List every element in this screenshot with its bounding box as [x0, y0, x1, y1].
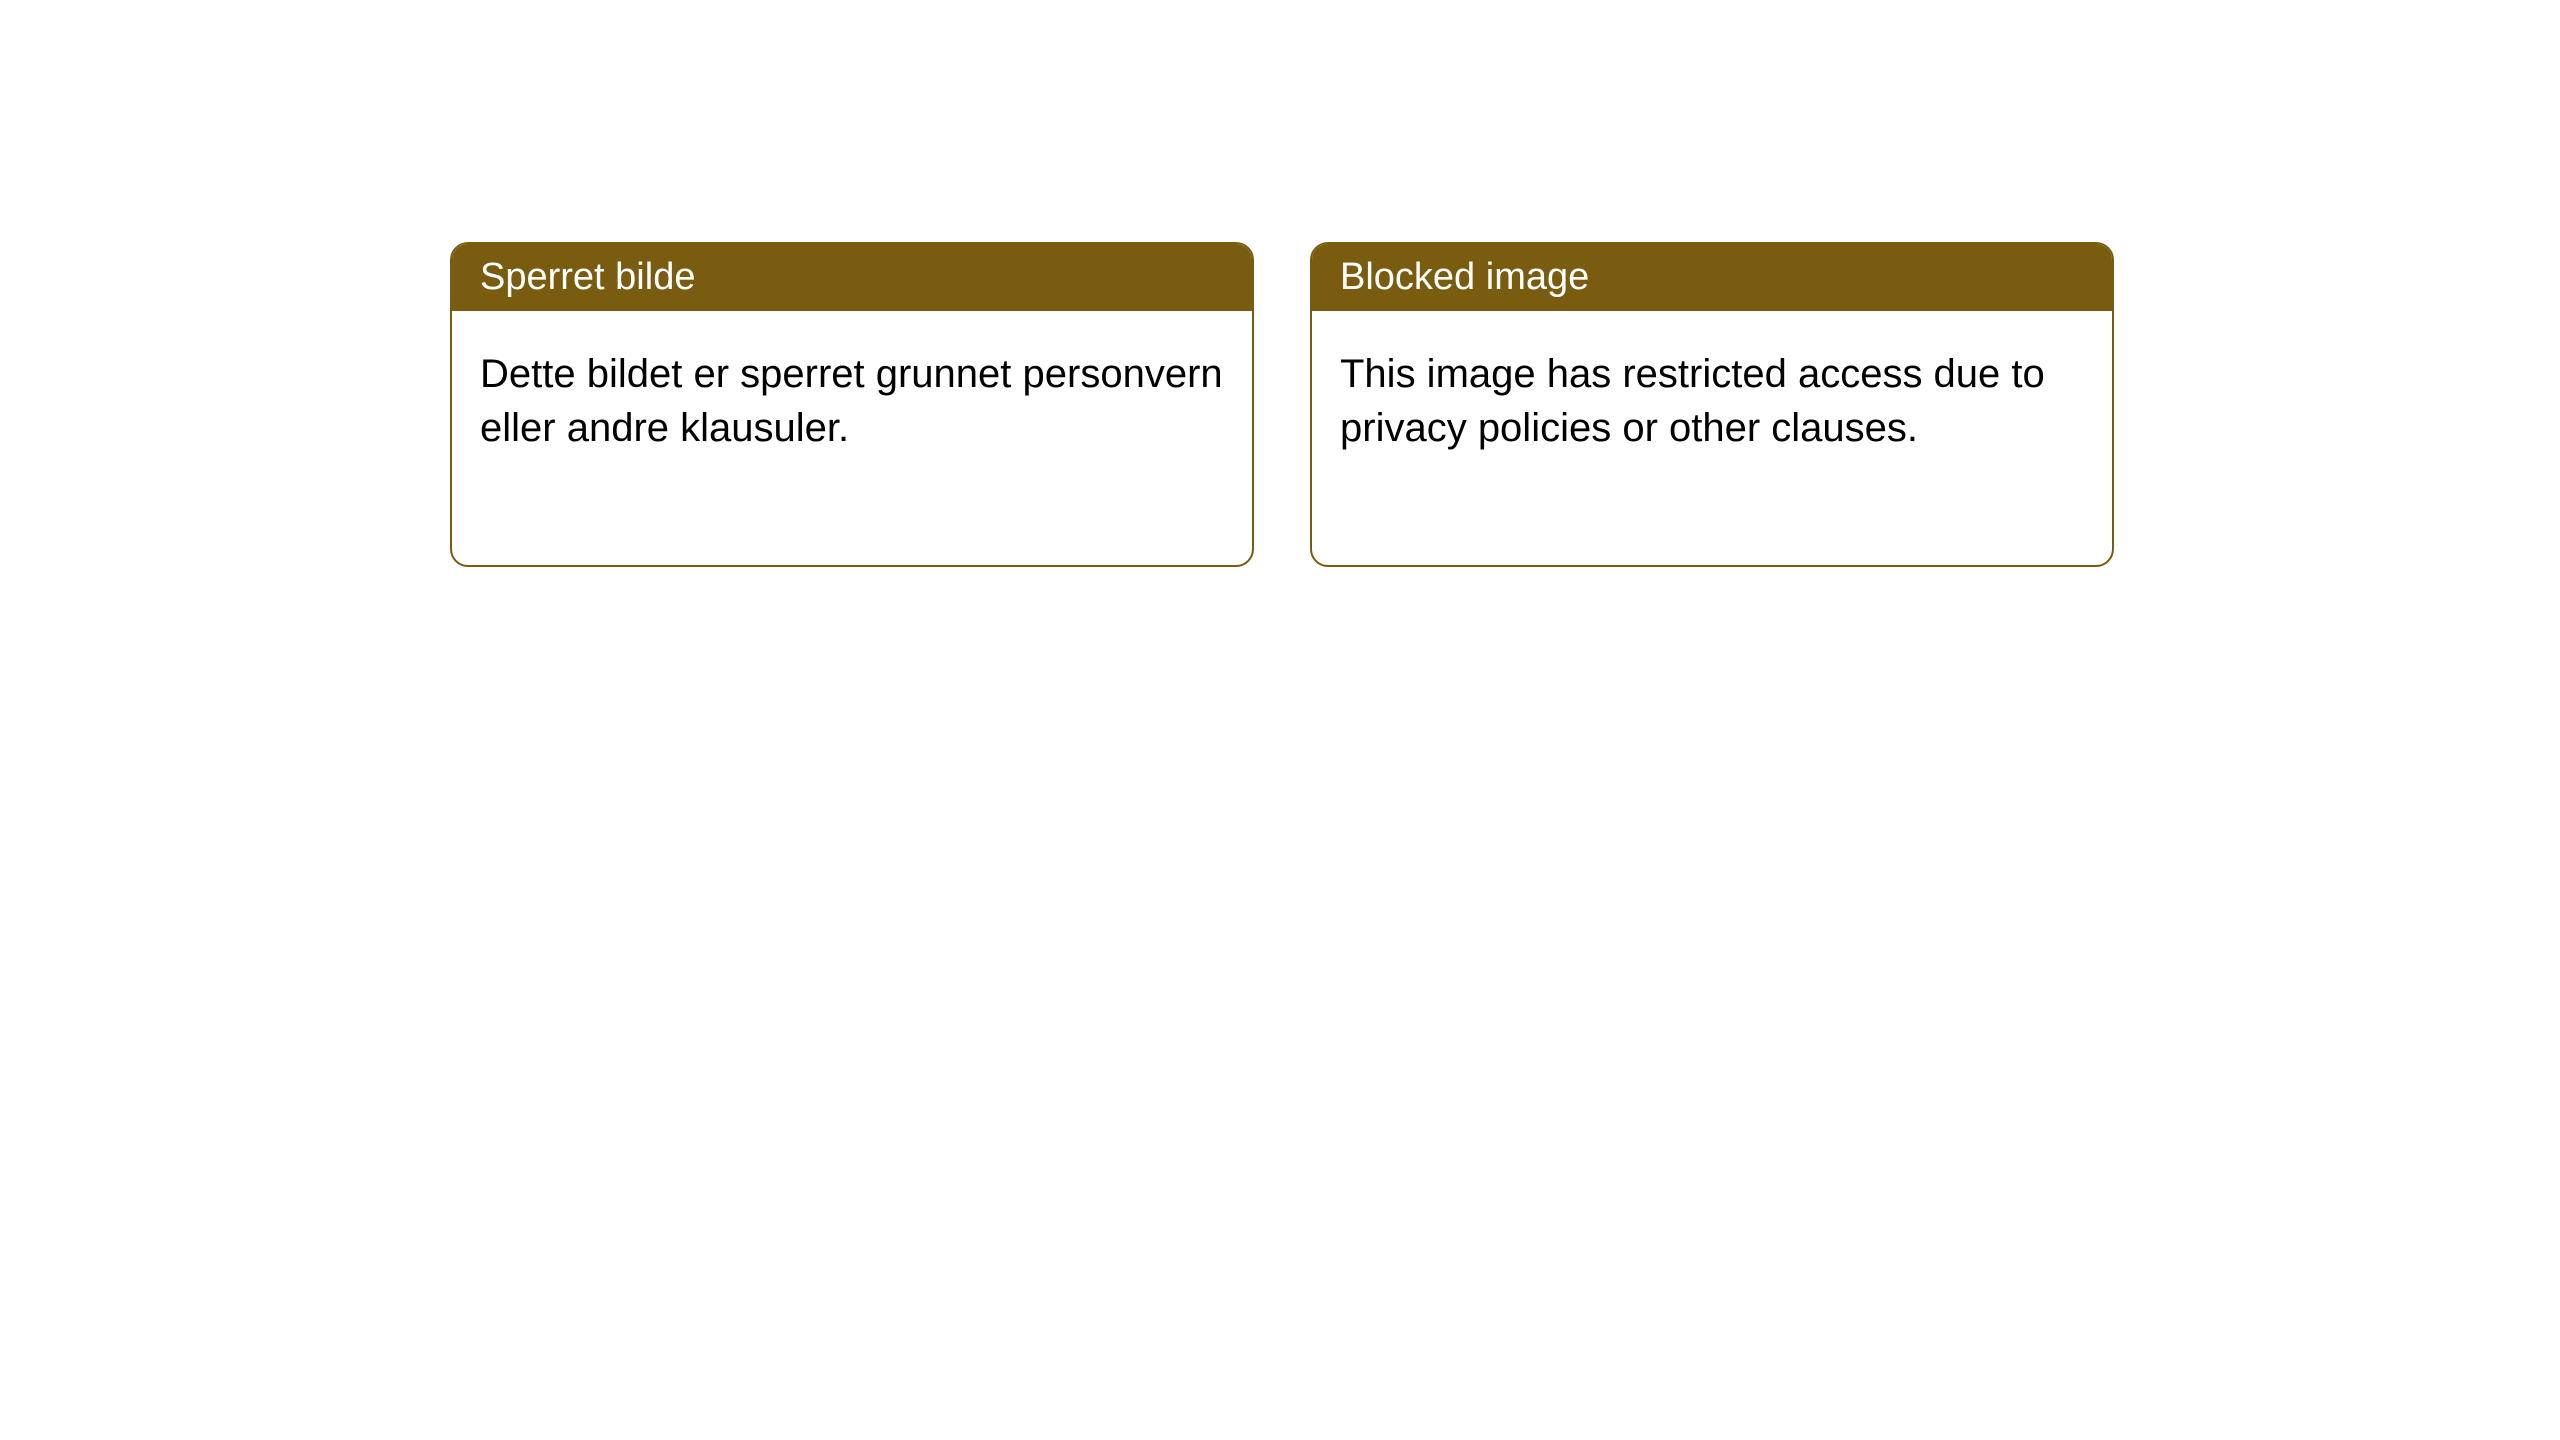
blocked-image-card-norwegian: Sperret bilde Dette bildet er sperret gr…: [450, 242, 1254, 567]
blocked-image-card-english: Blocked image This image has restricted …: [1310, 242, 2114, 567]
card-container: Sperret bilde Dette bildet er sperret gr…: [0, 0, 2560, 567]
card-body: This image has restricted access due to …: [1312, 311, 2112, 565]
card-body: Dette bildet er sperret grunnet personve…: [452, 311, 1252, 565]
card-title: Sperret bilde: [452, 244, 1252, 311]
card-title: Blocked image: [1312, 244, 2112, 311]
